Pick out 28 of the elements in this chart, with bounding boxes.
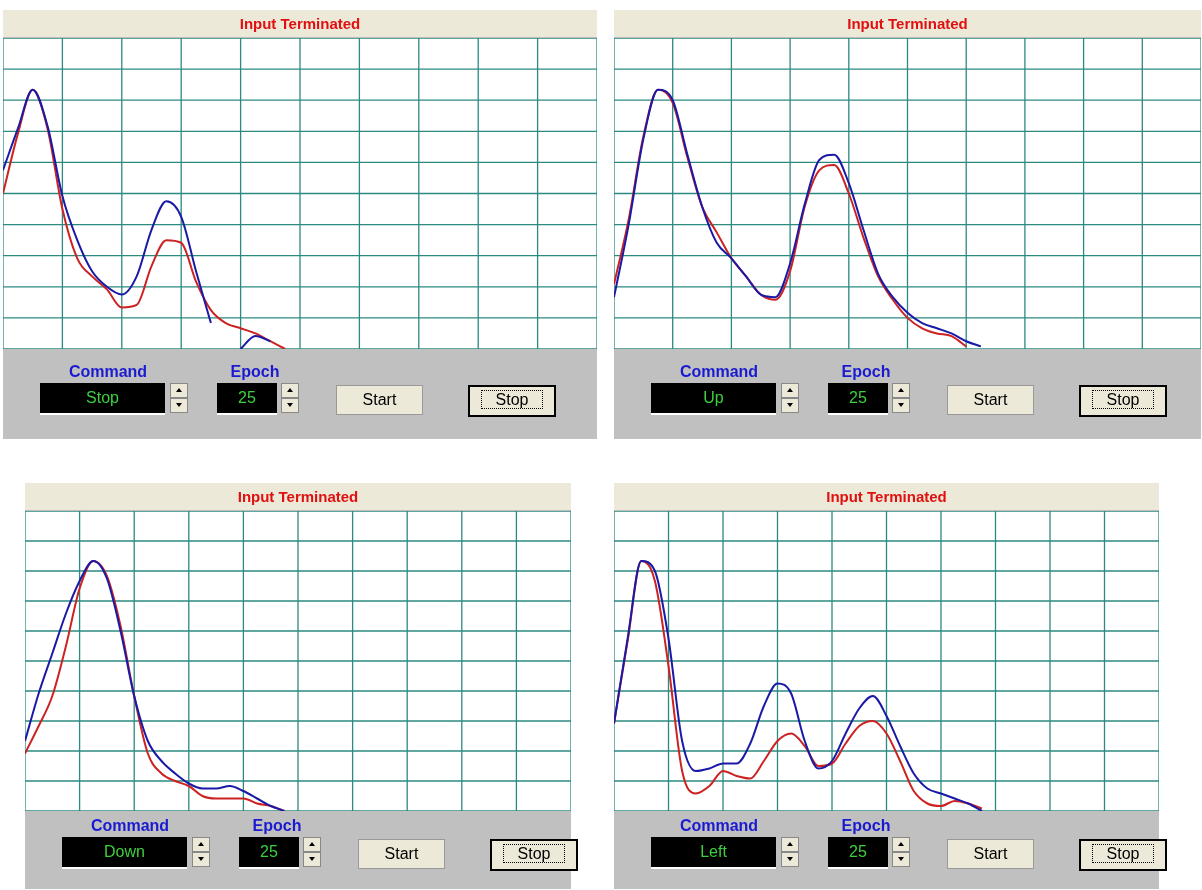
chart-title: Input Terminated xyxy=(614,10,1201,38)
chart-title: Input Terminated xyxy=(614,483,1159,511)
text: Epoch xyxy=(251,817,303,835)
text: Start xyxy=(947,839,1034,869)
text: Stop xyxy=(480,390,544,409)
text: Command xyxy=(678,817,760,835)
text: Start xyxy=(336,385,423,415)
text: 25 xyxy=(217,383,277,415)
text: Left xyxy=(651,837,776,869)
text: 25 xyxy=(828,383,888,415)
text: Epoch xyxy=(229,363,281,381)
text: Start xyxy=(947,385,1034,415)
text: Up xyxy=(651,383,776,415)
text: 25 xyxy=(239,837,299,869)
text: Command xyxy=(678,363,760,381)
text: Start xyxy=(358,839,445,869)
text: Epoch xyxy=(840,817,892,835)
text: 25 xyxy=(828,837,888,869)
text: Epoch xyxy=(840,363,892,381)
text: Stop xyxy=(502,844,566,863)
text: Command xyxy=(89,817,171,835)
chart-title: Input Terminated xyxy=(25,483,571,511)
text: Command xyxy=(67,363,149,381)
text: Stop xyxy=(1091,390,1155,409)
chart-title: Input Terminated xyxy=(3,10,597,38)
text: Stop xyxy=(1091,844,1155,863)
text: Stop xyxy=(40,383,165,415)
text: Down xyxy=(62,837,187,869)
